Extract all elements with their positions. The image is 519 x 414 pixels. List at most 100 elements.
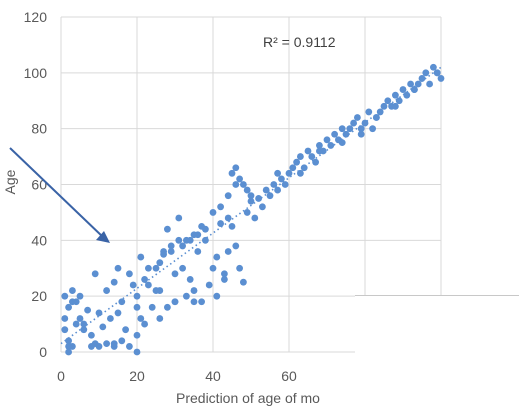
data-point	[133, 348, 141, 356]
data-point	[392, 102, 399, 110]
data-point	[179, 264, 187, 272]
data-point	[259, 203, 266, 211]
data-point	[164, 303, 171, 311]
data-point	[133, 303, 141, 311]
data-point	[72, 320, 80, 328]
data-point	[338, 125, 346, 133]
data-point	[240, 181, 247, 188]
data-point	[293, 158, 300, 166]
data-point	[403, 91, 411, 99]
data-point	[274, 186, 281, 194]
data-point	[61, 292, 69, 300]
tick-labels: 0 20 40 60 80 100 120 0 20 40 60	[24, 9, 297, 384]
data-point	[228, 222, 236, 230]
data-point	[114, 309, 122, 317]
data-point	[103, 287, 110, 294]
data-point	[110, 343, 118, 350]
data-point	[357, 130, 365, 138]
data-point	[232, 181, 240, 188]
data-point	[221, 270, 228, 278]
data-point	[395, 97, 403, 105]
data-point	[228, 169, 236, 177]
data-point	[190, 298, 198, 306]
data-point	[76, 315, 84, 322]
data-point	[422, 69, 430, 77]
data-point	[236, 175, 244, 183]
data-point	[84, 306, 91, 314]
data-point	[270, 181, 278, 188]
data-point	[145, 264, 152, 272]
data-point	[80, 326, 88, 334]
x-tick-label: 20	[129, 368, 145, 384]
x-tick-label: 40	[205, 368, 221, 384]
data-point	[122, 326, 129, 334]
data-points	[61, 63, 445, 356]
data-point	[278, 175, 285, 183]
data-point	[129, 281, 137, 289]
data-point	[133, 292, 141, 300]
data-point	[247, 192, 255, 200]
data-point	[316, 142, 323, 149]
y-tick-label: 60	[31, 177, 47, 193]
data-point	[437, 75, 445, 82]
data-point	[224, 248, 232, 255]
data-point	[118, 337, 126, 345]
r-squared-annotation: R² = 0.9112	[263, 34, 336, 50]
data-point	[297, 169, 304, 177]
data-point	[217, 220, 225, 227]
data-point	[179, 242, 187, 250]
data-point	[411, 86, 418, 93]
data-point	[80, 320, 88, 328]
arrow-shaft	[9, 147, 105, 239]
data-point	[88, 343, 95, 350]
data-point	[266, 192, 274, 200]
data-point	[407, 80, 414, 88]
pointer-arrow	[9, 147, 110, 243]
data-point	[236, 264, 244, 272]
data-point	[392, 91, 399, 99]
data-point	[384, 97, 392, 105]
data-point	[186, 236, 194, 244]
data-point	[118, 298, 126, 306]
arrow-head	[96, 231, 110, 243]
data-point	[61, 326, 69, 334]
data-point	[373, 114, 380, 121]
data-point	[202, 236, 209, 244]
data-point	[380, 102, 388, 110]
data-point	[232, 164, 240, 172]
data-point	[125, 270, 133, 278]
data-point	[213, 253, 221, 261]
data-point	[65, 343, 72, 350]
data-point	[152, 264, 160, 272]
data-point	[243, 186, 251, 194]
data-point	[312, 158, 319, 166]
data-point	[110, 278, 118, 286]
data-point	[95, 309, 103, 317]
data-point	[137, 253, 145, 261]
data-point	[194, 248, 202, 255]
data-point	[304, 147, 312, 155]
data-point	[141, 320, 149, 328]
data-point	[399, 86, 407, 93]
data-point	[175, 214, 183, 222]
data-point	[125, 343, 133, 350]
data-point	[243, 209, 251, 216]
data-point	[213, 292, 221, 300]
data-point	[160, 248, 168, 255]
data-point	[300, 164, 308, 172]
data-point	[376, 108, 384, 116]
data-point	[164, 225, 171, 233]
data-point	[61, 315, 69, 322]
data-point	[205, 281, 213, 289]
x-axis-label: Prediction of age of mo	[176, 390, 320, 406]
data-point	[247, 197, 255, 205]
data-point	[156, 315, 164, 322]
data-point	[171, 270, 179, 278]
data-point	[323, 136, 331, 144]
data-point	[183, 292, 190, 300]
data-point	[88, 331, 95, 339]
data-point	[194, 231, 202, 239]
data-point	[95, 343, 103, 350]
